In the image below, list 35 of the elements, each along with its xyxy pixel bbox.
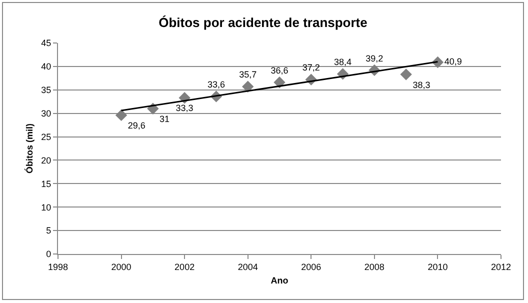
x-tick-label: 2012 — [490, 262, 512, 272]
y-tick-label: 25 — [41, 132, 52, 142]
y-tick-label: 5 — [46, 226, 52, 236]
y-tick-label: 35 — [41, 85, 52, 96]
data-label: 39,2 — [366, 53, 384, 64]
x-tick-label: 2000 — [111, 262, 132, 272]
data-label: 36,6 — [270, 66, 288, 76]
x-tick-label: 2002 — [174, 262, 195, 272]
data-label: 37,2 — [302, 62, 320, 73]
y-tick-label: 20 — [41, 155, 52, 166]
point — [242, 80, 254, 92]
y-tick-label: 45 — [41, 38, 52, 48]
point — [115, 109, 128, 122]
y-tick-label: 10 — [41, 202, 52, 212]
y-tick-label: 40 — [41, 62, 52, 72]
data-label: 40,9 — [444, 56, 462, 66]
x-tick-label: 2004 — [238, 262, 258, 272]
x-tick-label: 2010 — [428, 262, 448, 272]
data-label: 33,3 — [176, 103, 194, 114]
y-axis-title: Óbitos (mil) — [24, 124, 35, 174]
data-label: 29,6 — [128, 120, 146, 131]
chart-title: Óbitos por acidente de transporte — [158, 14, 368, 30]
x-tick-label: 1998 — [48, 262, 68, 272]
y-tick-label: 15 — [41, 178, 52, 189]
y-tick-label: 30 — [41, 108, 52, 118]
x-tick-label: 2008 — [364, 262, 384, 272]
x-axis-title: Ano — [270, 276, 289, 286]
x-tick-label: 2006 — [301, 262, 322, 272]
data-label: 38,3 — [412, 80, 430, 90]
point — [400, 68, 412, 80]
data-label: 31 — [160, 114, 170, 124]
data-label: 35,7 — [239, 70, 257, 80]
y-tick-label: 0 — [46, 249, 52, 260]
data-label: 33,6 — [207, 80, 225, 90]
data-label: 38,4 — [334, 57, 352, 68]
